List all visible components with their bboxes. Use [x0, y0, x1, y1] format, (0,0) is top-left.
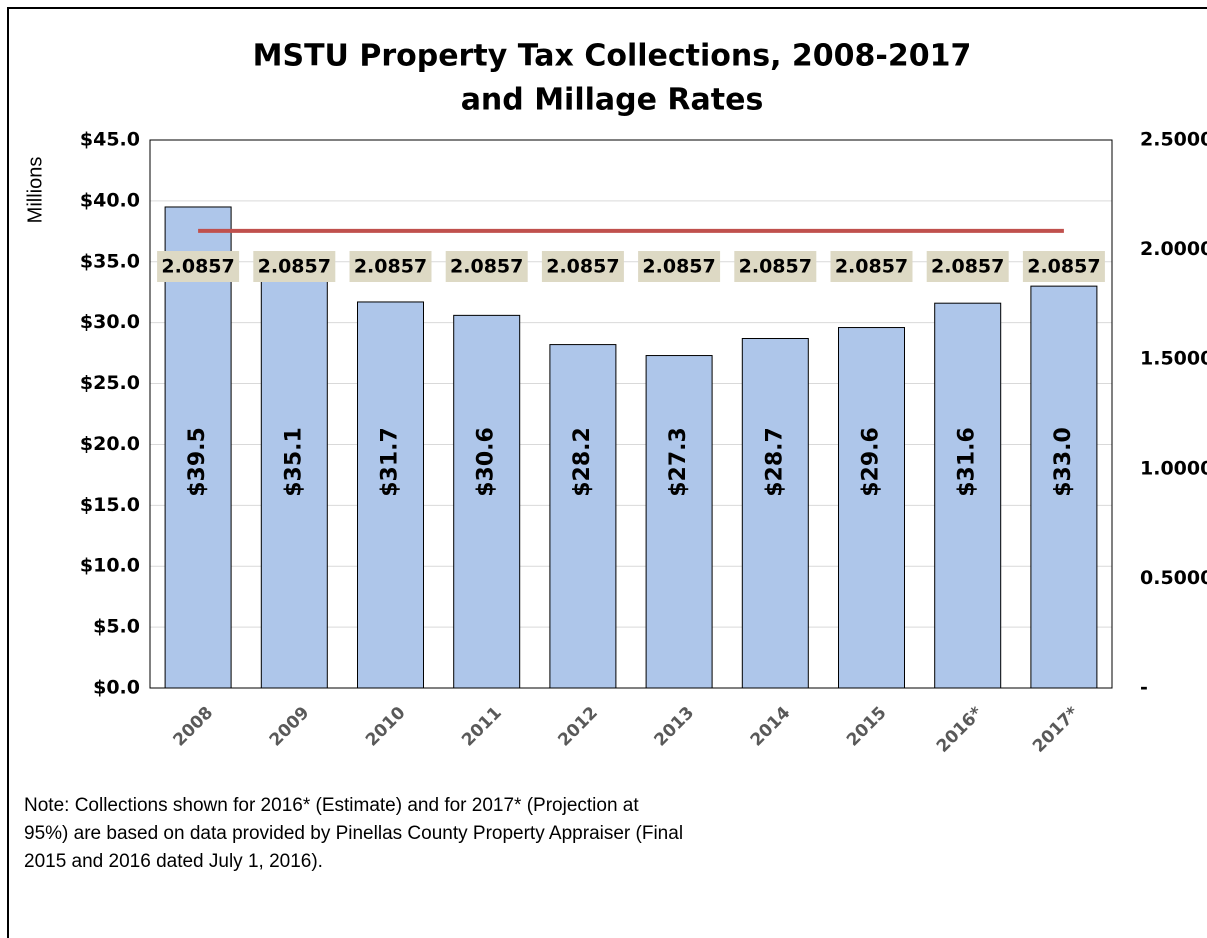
line-label-box [157, 251, 240, 282]
y2-tick-label: 1.5000 [1140, 348, 1207, 370]
note: 2015 and 2016 dated July 1, 2016). [24, 851, 323, 872]
y2-tick-label: 2.0000 [1140, 238, 1207, 260]
y2-tick-label: 0.5000 [1140, 567, 1207, 589]
line-label-box [349, 251, 432, 282]
bar-value-label: $31.7 [378, 427, 403, 497]
line-value-label: 2.0857 [931, 256, 1004, 278]
bar [1030, 285, 1098, 689]
line-value-label: 2.0857 [354, 256, 427, 278]
line-value-label: 2.0857 [1027, 256, 1100, 278]
bar-value-label: $39.5 [185, 427, 210, 497]
y-tick-label: $25.0 [80, 372, 140, 394]
y2-tick-label: 1.0000 [1140, 457, 1207, 479]
y-tick-label: $10.0 [80, 555, 140, 577]
bar-value-label: $33.0 [1051, 427, 1076, 497]
line-value-label: 2.0857 [835, 256, 908, 278]
chart-title: and Millage Rates [461, 83, 764, 118]
y-tick-label: $45.0 [80, 129, 140, 151]
line-value-label: 2.0857 [161, 256, 234, 278]
y-tick-label: $5.0 [93, 616, 140, 638]
bar-value-label: $28.7 [762, 427, 787, 497]
y-axis-label: Millions [24, 157, 46, 224]
bar [357, 301, 424, 689]
bar [934, 302, 1002, 689]
note: Note: Collections shown for 2016* (Estim… [24, 795, 639, 816]
y-tick-label: $30.0 [80, 311, 140, 333]
bar-value-label: $29.6 [859, 427, 884, 497]
line-label-box [734, 251, 817, 282]
line-value-label: 2.0857 [258, 256, 331, 278]
line-label-box [926, 251, 1009, 282]
line-value-label: 2.0857 [450, 256, 523, 278]
y-tick-label: $15.0 [80, 494, 140, 516]
line-label-box [541, 251, 624, 282]
line-label-box [1022, 251, 1105, 282]
bar [164, 206, 232, 689]
y-tick-label: $35.0 [80, 250, 140, 272]
bar [549, 344, 617, 689]
bar-value-label: $35.1 [281, 427, 306, 497]
y-tick-label: $40.0 [80, 189, 140, 211]
line-value-label: 2.0857 [739, 256, 812, 278]
y2-tick-label: - [1140, 677, 1148, 699]
line-value-label: 2.0857 [546, 256, 619, 278]
bar [838, 327, 905, 689]
line-value-label: 2.0857 [642, 256, 715, 278]
y-tick-label: $20.0 [80, 433, 140, 455]
bar-value-label: $31.6 [955, 427, 980, 497]
bar-value-label: $30.6 [474, 427, 499, 497]
bar [645, 355, 713, 689]
line-label-box [445, 251, 528, 282]
bar-value-label: $28.2 [570, 427, 595, 497]
line-label-box [638, 251, 721, 282]
y-tick-label: $0.0 [93, 677, 140, 699]
bar [260, 260, 328, 689]
bar [741, 337, 809, 689]
y2-tick-label: 2.5000 [1140, 129, 1207, 151]
plot-border [149, 139, 1113, 689]
line-label-box [830, 251, 913, 282]
chart-title: MSTU Property Tax Collections, 2008-2017 [253, 39, 972, 74]
note: 95%) are based on data provided by Pinel… [24, 823, 683, 844]
bar-value-label: $27.3 [666, 427, 691, 497]
bar [453, 314, 521, 689]
line-label-box [253, 251, 336, 282]
